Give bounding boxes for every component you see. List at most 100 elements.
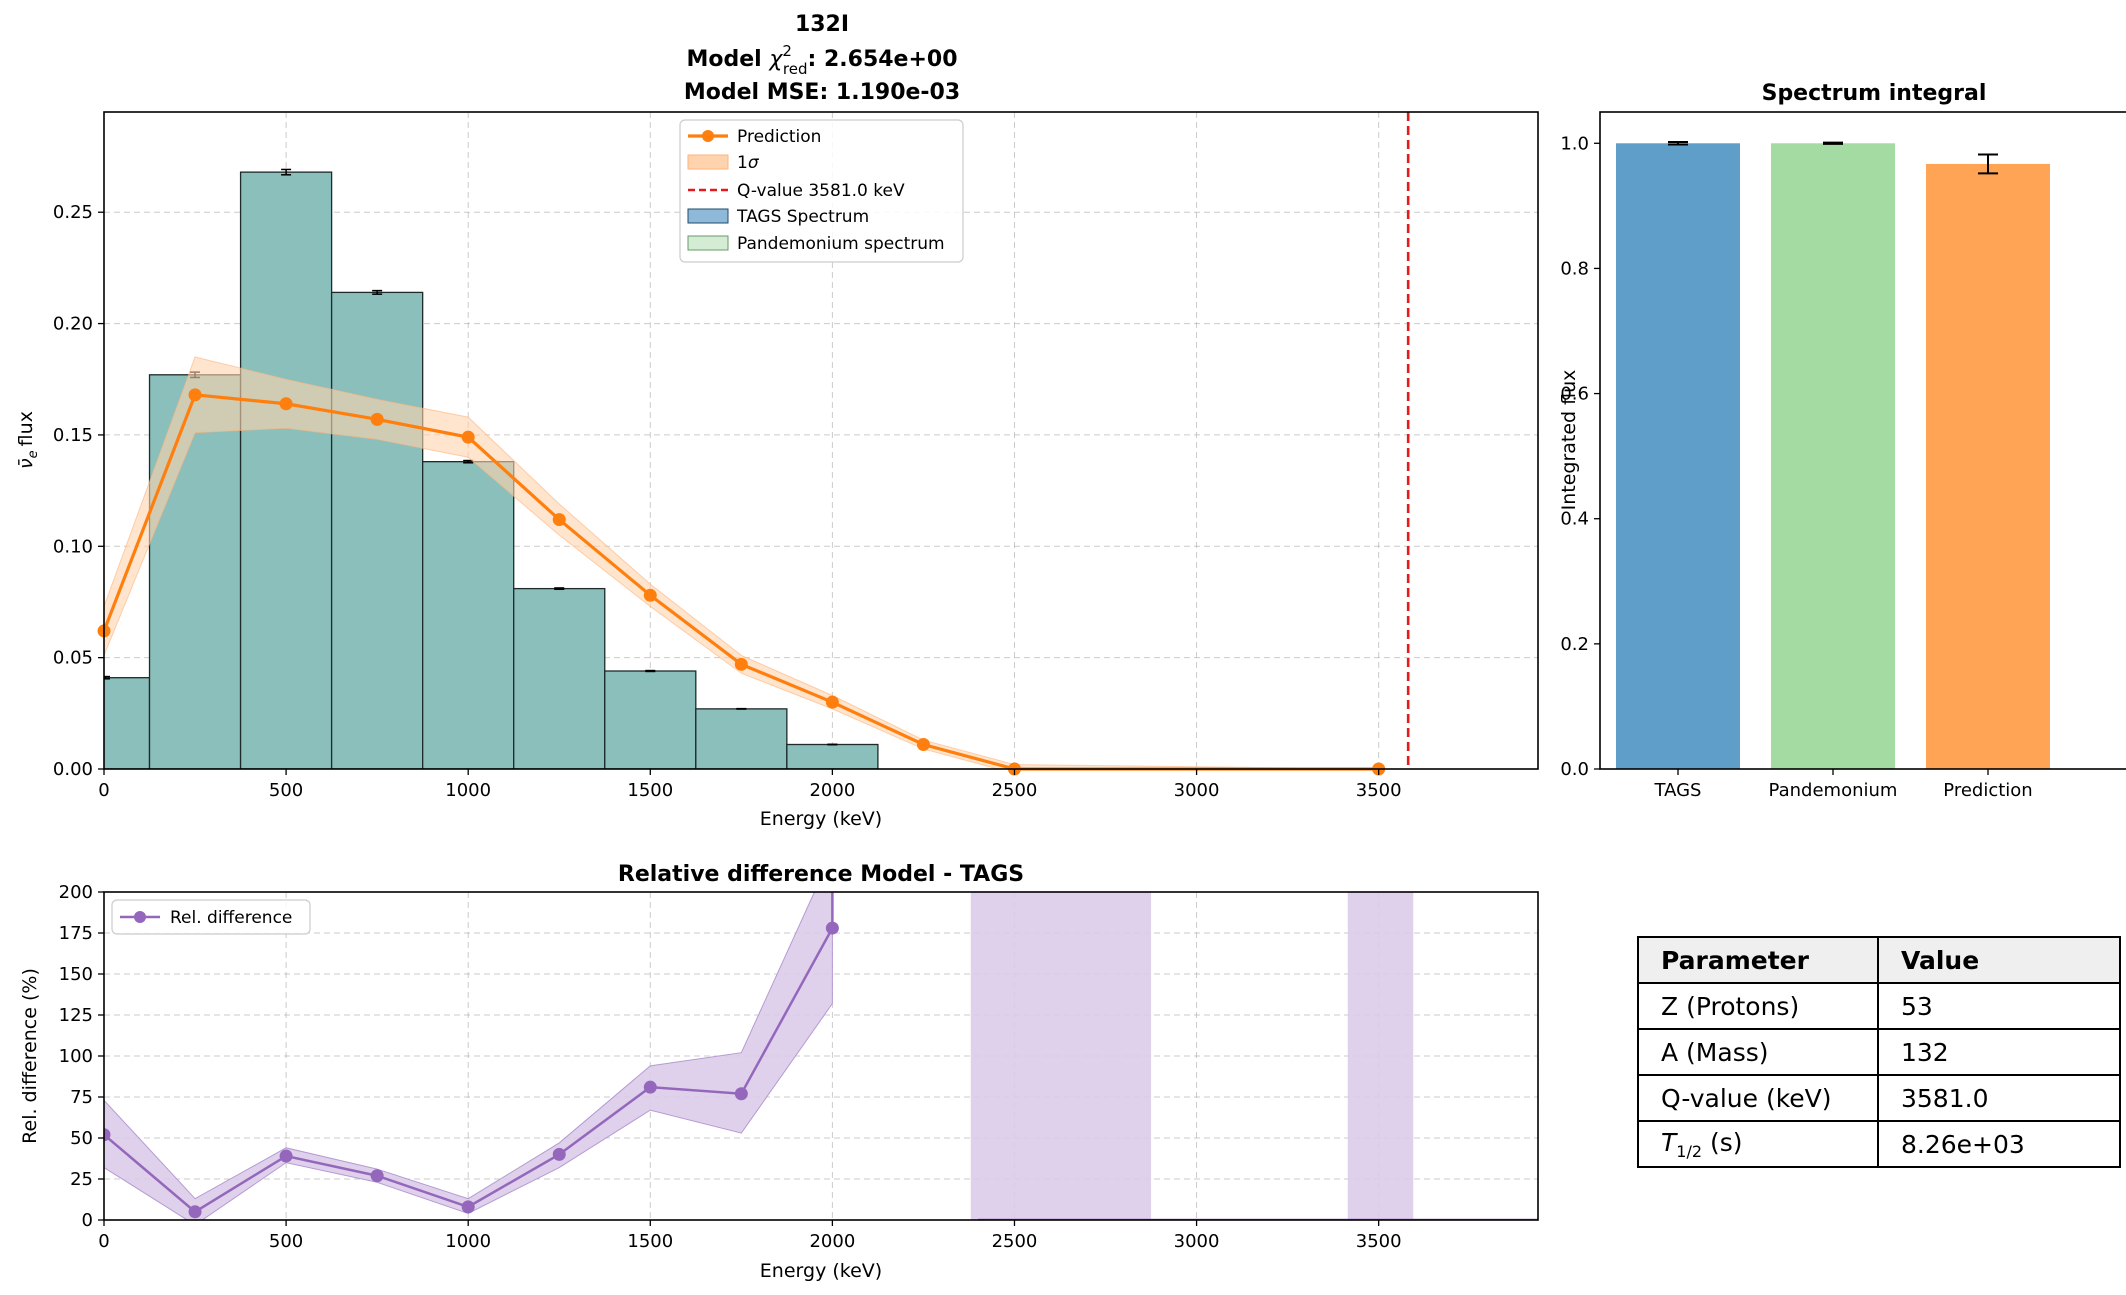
legend-sigma-swatch [687, 154, 729, 170]
x-tick-label: 1500 [627, 1231, 673, 1252]
prediction-point [734, 657, 748, 671]
spectrum-panel: 0 500 1000 1500 2000 2500 3000 3500 0.00 0.05 0.1… [15, 111, 1539, 830]
reldiff-panel: Relative difference Model - TAGS 0 500 100… [19, 862, 1539, 1282]
x-tick-label: 2000 [809, 780, 855, 801]
prediction-point [552, 513, 566, 527]
integral-bar [1616, 143, 1740, 770]
prediction-point [279, 397, 293, 411]
reldiff-point [825, 921, 839, 935]
main-title-line2: Model χ2 red: 2.654e+00 [686, 42, 957, 78]
integral-y-ticks: 0.0 0.2 0.4 0.6 0.8 1.0 [1560, 133, 1600, 780]
table-cell-param: Z (Protons) [1637, 982, 1879, 1030]
histogram-bar [422, 461, 515, 769]
prediction-point [370, 412, 384, 426]
integral-bars [1616, 141, 2050, 770]
table-header-parameter: Parameter [1637, 936, 1879, 984]
legend-sigma-label: 1σ [737, 153, 760, 173]
prediction-point [916, 738, 930, 752]
y-tick-label: 150 [59, 964, 93, 985]
histogram-bar [513, 587, 606, 769]
spectrum-y-label: ν̄eflux [15, 411, 41, 469]
legend-box [679, 119, 964, 263]
x-tick-label: 3000 [1174, 1231, 1220, 1252]
table-cell-value: 53 [1877, 982, 2121, 1030]
reldiff-legend-label: Rel. difference [170, 908, 292, 928]
prediction-point [461, 430, 475, 444]
x-tick-label: 500 [269, 780, 303, 801]
x-tick-label: 2500 [992, 780, 1038, 801]
histogram-bar [695, 708, 788, 769]
x-tick-label: Prediction [1943, 780, 2032, 801]
reldiff-title: Relative difference Model - TAGS [618, 862, 1024, 887]
reldiff-point [734, 1087, 748, 1101]
reldiff-band-shapes [104, 892, 1414, 1220]
y-tick-label: 100 [59, 1046, 93, 1067]
integral-frame [1599, 111, 2126, 770]
x-tick-label: TAGS [1654, 780, 1702, 801]
table-cell-value: 3581.0 [1877, 1074, 2121, 1122]
y-tick-label: 0.15 [53, 425, 93, 446]
x-tick-label: 3500 [1356, 780, 1402, 801]
prediction-point [188, 388, 202, 402]
reldiff-point [279, 1149, 293, 1163]
reldiff-point [104, 1128, 111, 1142]
main-title-line3: Model MSE: 1.190e-03 [684, 80, 960, 105]
histogram-bar [239, 171, 333, 769]
reldiff-x-label: Energy (keV) [760, 1260, 882, 1282]
reldiff-legend-marker [134, 911, 146, 923]
reldiff-uncertainty [104, 892, 833, 1220]
prediction-point [643, 588, 657, 602]
y-tick-label: 200 [59, 882, 93, 903]
prediction-polyline [102, 393, 1379, 771]
table-header-row: Parameter Value [1637, 936, 2121, 984]
y-tick-label: 0.05 [53, 648, 93, 669]
reldiff-line-shapes [104, 892, 1538, 1220]
reldiff-y-label: Rel. difference (%) [19, 968, 41, 1144]
y-tick-label: 0.0 [1560, 759, 1589, 780]
reldiff-point [552, 1147, 566, 1161]
y-tick-label: 0.8 [1560, 258, 1589, 279]
y-tick-label: 75 [70, 1087, 93, 1108]
y-tick-label: 0 [82, 1210, 93, 1231]
legend-qvalue-label: Q-value 3581.0 keV [737, 181, 905, 201]
legend-prediction-marker [702, 130, 714, 142]
x-tick-label: 3500 [1356, 1231, 1402, 1252]
legend-pandemonium-label: Pandemonium spectrum [737, 234, 945, 254]
spectrum-x-ticks: 0 500 1000 1500 2000 2500 3000 3500 [98, 769, 1402, 801]
legend-prediction-label: Prediction [737, 127, 821, 147]
y-tick-label: 0.20 [53, 314, 93, 335]
table-header-value: Value [1877, 936, 2121, 984]
reldiff-line [104, 892, 1538, 1220]
y-tick-label: 0.4 [1560, 509, 1589, 530]
table-row: T1/2 (s) 8.26e+03 [1637, 1120, 2121, 1168]
x-tick-label: 1000 [445, 1231, 491, 1252]
integral-x-ticks: TAGS Pandemonium Prediction [1654, 769, 2033, 801]
spectrum-grid [104, 112, 1538, 769]
y-tick-label: 1.0 [1560, 133, 1589, 154]
integral-y-label: Integrated flux [1558, 370, 1580, 511]
table-cell-param-halflife: T1/2 (s) [1637, 1120, 1879, 1168]
reldiff-point [461, 1200, 475, 1214]
reldiff-band [104, 892, 1414, 1220]
reldiff-extra-band [970, 892, 1152, 1220]
histogram-bars [104, 168, 879, 769]
reldiff-x-ticks: 0 500 1000 1500 2000 2500 3000 3500 [98, 1220, 1402, 1252]
table-row: A (Mass) 132 [1637, 1028, 2121, 1076]
y-tick-label: 0.2 [1560, 634, 1589, 655]
reldiff-legend: Rel. difference [111, 899, 311, 935]
main-title-line1: 132I [795, 12, 849, 37]
reldiff-legend-box [111, 899, 311, 935]
legend-tags-label: TAGS Spectrum [736, 207, 869, 227]
integral-bar [1771, 143, 1895, 770]
y-tick-label: 50 [70, 1128, 93, 1149]
x-tick-label: 0 [98, 780, 109, 801]
table-cell-param: A (Mass) [1637, 1028, 1879, 1076]
legend-pandemonium-swatch [687, 235, 729, 251]
integral-title: Spectrum integral [1762, 81, 1987, 106]
table-row: Z (Protons) 53 [1637, 982, 2121, 1030]
x-tick-label: 2500 [992, 1231, 1038, 1252]
integral-bar [1926, 163, 2050, 770]
x-tick-label: 500 [269, 1231, 303, 1252]
histogram-bar [604, 670, 697, 769]
